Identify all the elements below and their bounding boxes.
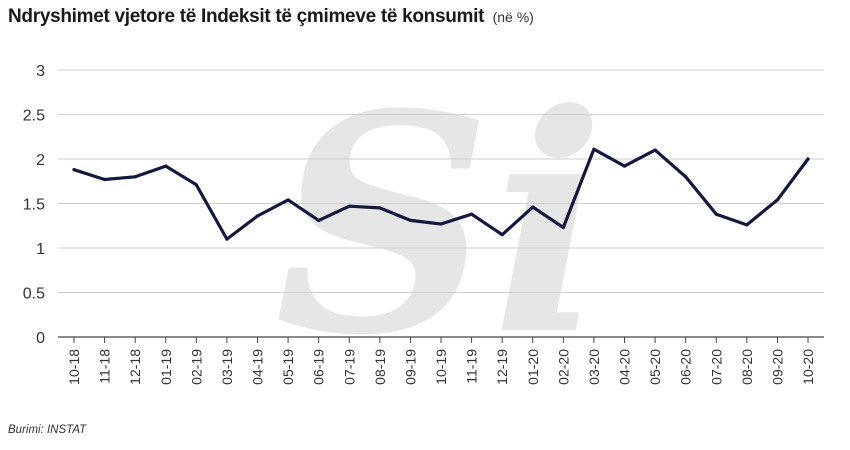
series-layer: [72, 147, 810, 241]
x-tick-label: 04-19: [250, 349, 266, 385]
data-point: [133, 175, 137, 179]
y-tick-label: 2.5: [23, 108, 45, 125]
x-tick-label: 08-19: [372, 349, 388, 385]
x-tick-label: 02-20: [555, 349, 571, 385]
x-tick-label: 06-19: [311, 349, 327, 385]
data-point: [347, 204, 351, 208]
source-note: Burimi: INSTAT: [8, 424, 87, 436]
chart-title-text: Ndryshimet vjetore të Indeksit të çmimev…: [8, 6, 485, 27]
x-tick-label: 10-18: [66, 349, 82, 385]
x-tick-label: 10-20: [800, 349, 816, 385]
x-tick-label: 07-19: [341, 349, 357, 385]
x-tick-label: 04-20: [617, 349, 633, 385]
data-point: [378, 206, 382, 210]
y-tick-label: 2: [36, 152, 45, 169]
grid-lines: [58, 69, 824, 338]
x-tick-label: 03-19: [219, 349, 235, 385]
x-tick-label: 09-20: [769, 349, 785, 385]
data-point: [164, 164, 168, 168]
data-point: [561, 225, 565, 230]
data-point: [408, 218, 413, 223]
data-point: [317, 218, 321, 223]
x-tick-label: 08-20: [739, 349, 755, 385]
y-tick-label: 0.5: [23, 286, 45, 303]
y-axis: 0 0.5 1 1.5 2 2.5 3: [23, 63, 45, 347]
x-tick-label: 05-20: [647, 349, 663, 385]
data-point: [469, 212, 474, 216]
x-tick-label: 11-18: [97, 349, 113, 384]
x-tick-label: 03-20: [586, 349, 602, 385]
data-point: [194, 183, 198, 187]
x-tick-label: 07-20: [708, 349, 724, 385]
y-tick-label: 1: [36, 241, 45, 258]
x-tick-label: 11-19: [464, 349, 480, 384]
x-tick-label: 09-19: [402, 349, 418, 385]
x-tick-label: 12-19: [494, 349, 510, 385]
y-tick-label: 3: [36, 63, 45, 80]
data-point: [255, 214, 260, 218]
x-tick-label: 06-20: [678, 349, 694, 385]
data-point: [653, 148, 657, 152]
data-point: [806, 157, 810, 161]
data-point: [714, 212, 718, 216]
data-point: [286, 198, 290, 202]
x-tick-label: 10-19: [433, 349, 449, 385]
data-point: [745, 223, 749, 227]
data-point: [531, 205, 535, 209]
x-tick-label: 02-19: [188, 349, 204, 385]
chart-title-unit: (në %): [492, 9, 534, 25]
data-point: [225, 237, 229, 241]
y-tick-label: 1.5: [23, 197, 45, 214]
data-point: [775, 198, 780, 202]
chart-title: Ndryshimet vjetore të Indeksit të çmimev…: [8, 6, 534, 28]
data-point: [622, 164, 627, 168]
x-tick-label: 12-18: [127, 349, 143, 385]
x-tick-label: 01-19: [158, 349, 174, 385]
x-tick-label: 01-20: [525, 349, 541, 385]
x-axis: 10-18 11-18 12-18 01-19 02-19 03-19 04-19 05-19…: [58, 336, 824, 385]
y-tick-label: 0: [36, 330, 45, 347]
data-point: [102, 177, 107, 182]
data-point: [500, 233, 504, 237]
data-point: [72, 168, 76, 172]
data-point: [684, 175, 688, 179]
data-point: [439, 222, 443, 226]
x-tick-label: 05-19: [280, 349, 296, 385]
data-point: [592, 147, 596, 151]
